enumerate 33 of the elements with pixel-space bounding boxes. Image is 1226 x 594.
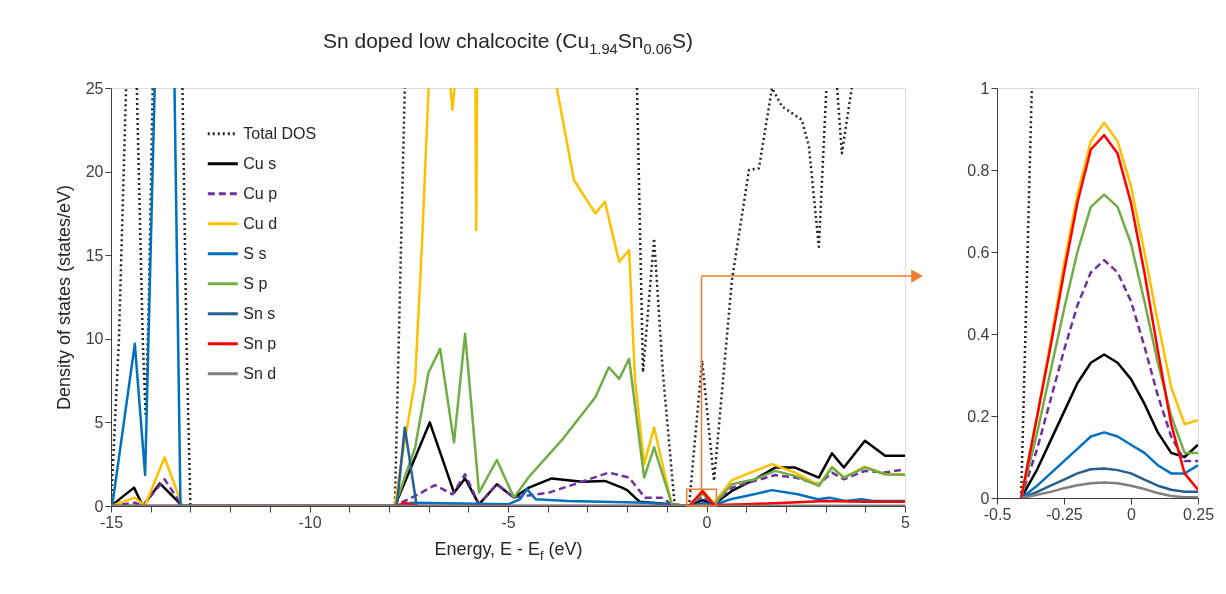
x-tick-label: 5 <box>901 513 911 531</box>
legend-label: Cu s <box>243 154 277 172</box>
legend-label: Cu p <box>243 184 278 202</box>
legend-label: S p <box>243 274 268 292</box>
x-tick-label: -0.5 <box>983 505 1012 523</box>
y-tick-label: 0.8 <box>967 161 990 179</box>
x-tick-label: -0.25 <box>1046 505 1083 523</box>
legend-label: Total DOS <box>243 124 317 142</box>
y-tick-label: 0.2 <box>967 407 990 425</box>
legend-label: Sn d <box>243 364 277 382</box>
x-tick-label: -15 <box>99 513 124 531</box>
y-tick-label: 25 <box>85 79 104 97</box>
x-tick-label: -5 <box>501 513 516 531</box>
y-tick-label: 20 <box>85 163 104 181</box>
y-tick-label: 5 <box>94 413 104 431</box>
legend-label: Sn s <box>243 304 276 322</box>
legend-label: S s <box>243 244 267 262</box>
x-tick-label: 0.25 <box>1182 505 1215 523</box>
y-axis-title: Density of states (states/eV) <box>53 184 74 411</box>
y-tick-label: 0.4 <box>967 325 990 343</box>
x-tick-label: 0 <box>702 513 712 531</box>
y-tick-label: 10 <box>85 330 104 348</box>
y-tick-label: 0 <box>980 489 990 507</box>
chart-title: Sn doped low chalcocite (Cu$_{1.94}$Sn$_{0.06}$S) <box>322 29 694 58</box>
line-series <box>1019 481 1198 498</box>
y-tick-label: 0.6 <box>967 243 990 261</box>
x-tick-label: -10 <box>298 513 322 531</box>
x-tick-label: 0 <box>1127 505 1137 523</box>
legend-label: Sn p <box>243 334 277 352</box>
x-axis-title: Energy, E - E$_{f}$ (eV) <box>434 538 583 563</box>
y-tick-label: 15 <box>85 246 104 264</box>
y-tick-label: 1 <box>980 79 990 97</box>
legend-label: Cu d <box>243 214 278 232</box>
